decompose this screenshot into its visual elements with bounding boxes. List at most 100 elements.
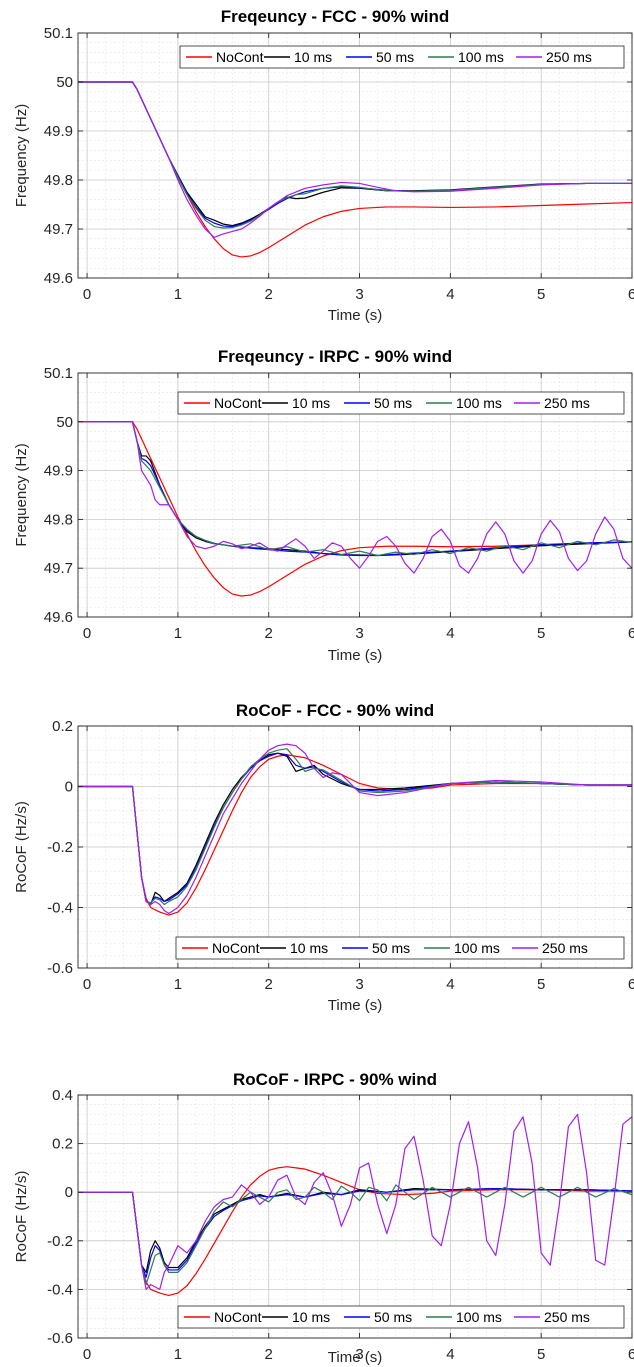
y-tick-label: 49.8 [44,511,73,528]
x-axis-label: Time (s) [328,997,382,1014]
series-line-250-ms [78,1113,632,1290]
legend-label-50-ms: 50 ms [374,1309,412,1325]
x-tick-label: 5 [537,286,545,303]
legend: NoCont 10 ms 50 ms 100 ms 250 ms [177,391,625,415]
chart-title: RoCoF - FCC - 90% wind [236,701,434,720]
x-tick-label: 4 [446,976,454,993]
legend-label-250-ms: 250 ms [542,940,588,956]
legend-label-nocont: NoCont [216,49,264,65]
y-tick-label: 49.6 [44,270,73,287]
x-tick-label: 2 [265,976,273,993]
legend-label-250-ms: 250 ms [544,395,590,411]
y-tick-label: -0.4 [47,900,73,917]
legend-label-50-ms: 50 ms [372,940,410,956]
series-line-250-ms [78,743,632,915]
x-tick-label: 2 [265,286,273,303]
chart-panel-4: 0 1 2 3 4 5 6 -0.6 -0.4 -0.2 0 0.2 0.4 RoCoF - IRPC -… [13,1070,634,1366]
series-line-50-ms [78,1187,632,1278]
legend-label-50-ms: 50 ms [374,395,412,411]
legend-label-10-ms: 10 ms [290,940,328,956]
plot-area [78,33,632,278]
x-axis-label: Time (s) [328,647,382,664]
series-line-250-ms [78,81,632,238]
y-tick-label: 49.9 [44,123,73,140]
legend-label-50-ms: 50 ms [376,49,414,65]
x-tick-label: 0 [83,286,91,303]
tick-marks [78,372,633,618]
series-group [78,421,632,597]
legend: NoCont 10 ms 50 ms 100 ms 250 ms [177,1305,625,1329]
series-group [78,743,632,916]
legend-label-100-ms: 100 ms [458,49,504,65]
y-tick-label: 50 [56,414,73,431]
chart-title: Freqeuncy - FCC - 90% wind [221,7,450,26]
x-tick-label: 6 [628,625,634,642]
axes-box [77,32,633,279]
x-tick-label: 0 [83,976,91,993]
x-tick-label: 1 [174,1346,182,1363]
legend: NoCont 10 ms 50 ms 100 ms 250 ms [175,936,625,960]
legend-box [179,45,625,69]
tick-marks [78,1094,633,1339]
y-tick-label: 0.4 [52,1087,73,1104]
x-tick-label: 2 [265,1346,273,1363]
x-tick-label: 0 [83,1346,91,1363]
x-tick-label: 4 [446,625,454,642]
legend-label-250-ms: 250 ms [546,49,592,65]
x-tick-label: 3 [355,286,363,303]
y-tick-label: 50 [56,74,73,91]
legend-label-nocont: NoCont [214,1309,262,1325]
chart-panel-2: 0 1 2 3 4 5 6 49.6 49.7 49.8 49.9 50 50.1 Freqeuncy -… [13,347,634,664]
y-axis-label: RoCoF (Hz/s) [13,1171,30,1263]
y-tick-label: 49.7 [44,560,73,577]
plot-area [78,1095,632,1338]
series-line-250-ms [78,421,632,574]
tick-marks [78,725,633,969]
y-tick-label: 49.6 [44,609,73,626]
axes-box [77,1094,633,1339]
legend-label-250-ms: 250 ms [544,1309,590,1325]
tick-marks [78,32,633,279]
x-tick-label: 4 [446,286,454,303]
legend-label-100-ms: 100 ms [454,940,500,956]
series-group [78,81,632,258]
x-tick-label: 5 [537,625,545,642]
legend-label-10-ms: 10 ms [292,395,330,411]
legend-label-10-ms: 10 ms [294,49,332,65]
series-group [78,1113,632,1297]
x-tick-label: 5 [537,1346,545,1363]
legend: NoCont 10 ms 50 ms 100 ms 250 ms [179,45,625,69]
series-line-100-ms [78,1184,632,1286]
chart-title: Freqeuncy - IRPC - 90% wind [218,347,452,366]
y-tick-label: 50.1 [44,25,73,42]
y-tick-label: 49.7 [44,221,73,238]
y-tick-label: 49.8 [44,172,73,189]
y-tick-label: 50.1 [44,365,73,382]
x-tick-label: 3 [355,976,363,993]
series-line-10-ms [78,1187,632,1273]
legend-label-nocont: NoCont [212,940,260,956]
legend-box [175,936,625,960]
x-tick-label: 6 [628,286,634,303]
y-tick-label: -0.6 [47,960,73,977]
series-line-nocont [78,421,632,597]
x-tick-label: 1 [174,976,182,993]
x-axis-label: Time (s) [328,1349,382,1366]
x-tick-label: 6 [628,976,634,993]
x-tick-label: 3 [355,1346,363,1363]
x-tick-label: 4 [446,1346,454,1363]
y-axis-label: RoCoF (Hz/s) [13,801,30,893]
legend-label-10-ms: 10 ms [292,1309,330,1325]
y-tick-label: 49.9 [44,463,73,480]
y-axis-label: Frequency (Hz) [13,104,30,207]
x-tick-label: 0 [83,625,91,642]
y-tick-label: -0.4 [47,1281,73,1298]
y-tick-label: -0.2 [47,839,73,856]
y-tick-label: 0 [65,1184,73,1201]
x-tick-label: 3 [355,625,363,642]
minor-grid [78,33,632,278]
x-tick-label: 5 [537,976,545,993]
y-tick-label: -0.6 [47,1330,73,1347]
y-tick-label: 0.2 [52,718,73,735]
